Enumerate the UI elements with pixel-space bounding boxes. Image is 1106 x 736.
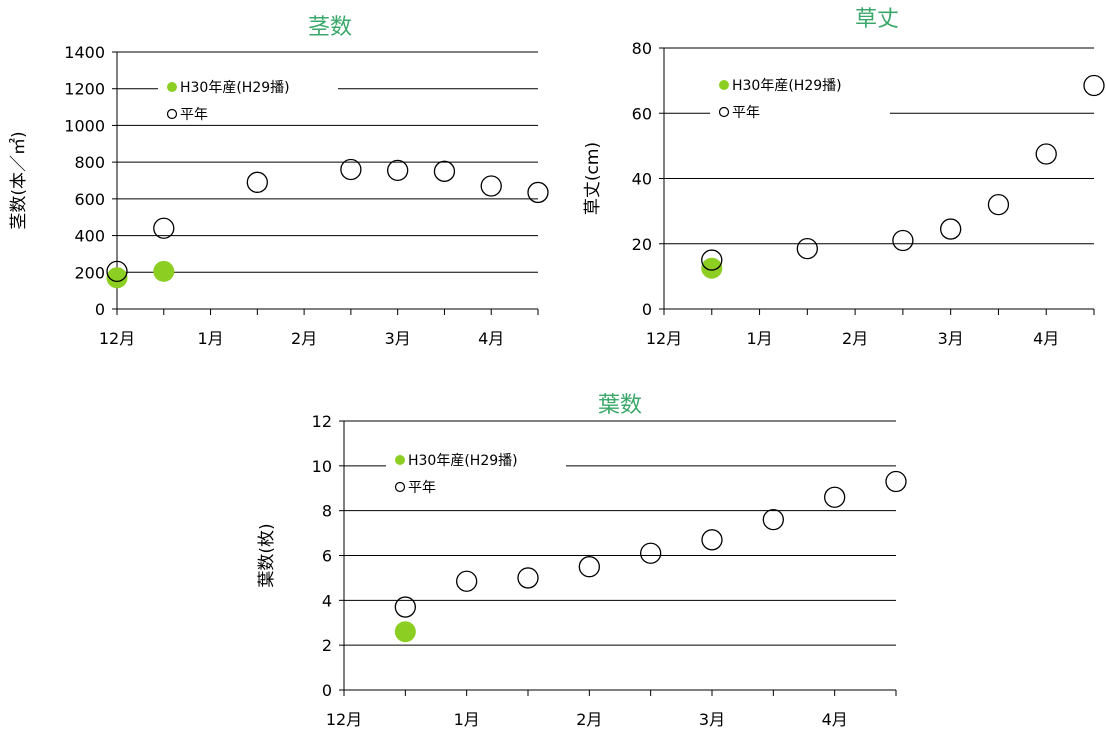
y-tick-label: 8 [322,502,332,521]
legend-label: 平年 [408,480,436,496]
chart-title: 草丈 [855,7,899,32]
data-point-normal [640,542,662,564]
y-tick-label: 40 [632,170,652,189]
y-tick-label: 1200 [64,80,105,99]
x-tick-label: 4月 [822,710,848,729]
data-point-current [153,260,175,282]
data-point-normal [340,158,362,181]
data-point-current [701,257,723,279]
legend-label: H30年産(H29播) [408,453,518,469]
data-point-normal [824,486,846,508]
data-point-normal [480,175,502,197]
y-tick-label: 60 [632,104,652,123]
y-tick-label: 80 [632,39,652,58]
data-point-current [106,267,128,289]
data-point-normal [517,567,539,589]
x-tick-label: 1月 [197,329,223,348]
y-tick-label: 1000 [64,116,105,135]
legend-background [710,73,890,121]
y-tick-label: 800 [74,153,105,172]
y-tick-label: 1400 [64,43,105,62]
x-tick-label: 1月 [746,329,772,348]
x-tick-label: 12月 [326,710,362,729]
y-tick-label: 4 [322,591,332,610]
y-axis-label: 葉数(枚) [257,523,277,587]
x-tick-label: 4月 [1033,329,1059,348]
data-point-normal [246,171,268,193]
data-point-normal [153,217,175,239]
x-tick-label: 3月 [385,329,411,348]
data-point-normal [701,529,723,551]
y-tick-label: 10 [312,457,332,476]
y-tick-label: 0 [642,300,652,319]
x-tick-label: 12月 [99,329,135,348]
y-axis-label: 草丈(cm) [583,142,603,215]
data-point-normal [796,237,818,260]
data-point-normal [527,181,549,204]
legend-label: H30年産(H29播) [732,78,842,94]
x-tick-label: 12月 [646,329,682,348]
x-tick-label: 2月 [576,710,602,729]
data-point-normal [762,508,784,531]
y-tick-label: 0 [322,681,332,700]
chart-title: 茎数 [308,15,352,40]
legend-marker-normal [394,481,406,493]
legend-label: H30年産(H29播) [180,80,290,96]
legend-label: 平年 [180,107,208,123]
y-tick-label: 200 [74,263,105,282]
data-point-normal [387,159,409,182]
y-tick-label: 20 [632,235,652,254]
y-tick-label: 400 [74,227,105,246]
legend-label: 平年 [732,105,760,121]
data-point-normal [394,596,416,618]
data-point-current [394,621,416,643]
x-tick-label: 2月 [291,329,317,348]
legend-background [158,75,338,123]
chart-title: 葉数 [598,393,642,418]
data-point-normal [940,218,962,240]
data-point-normal [1035,143,1057,165]
y-tick-label: 12 [312,412,332,431]
data-point-normal [578,556,600,578]
x-tick-label: 3月 [699,710,725,729]
x-tick-label: 3月 [938,329,964,348]
y-tick-label: 2 [322,636,332,655]
data-point-normal [1083,74,1105,97]
data-point-normal [106,260,128,283]
y-tick-label: 6 [322,547,332,566]
x-tick-label: 2月 [842,329,868,348]
x-tick-label: 1月 [454,710,480,729]
legend-background [386,448,566,496]
legend-marker-current [395,455,405,465]
y-tick-label: 600 [74,190,105,209]
legend-marker-current [167,82,177,92]
data-point-normal [987,193,1010,216]
data-point-normal [885,470,907,493]
y-tick-label: 0 [95,300,105,319]
data-point-normal [892,229,914,252]
x-tick-label: 4月 [478,329,504,348]
data-point-normal [433,160,456,182]
legend-marker-current [719,80,729,90]
legend-marker-normal [718,106,730,118]
data-point-normal [456,570,478,592]
legend-marker-normal [166,108,178,120]
data-point-normal [701,249,723,271]
y-axis-label: 茎数(本／㎡) [9,131,29,229]
